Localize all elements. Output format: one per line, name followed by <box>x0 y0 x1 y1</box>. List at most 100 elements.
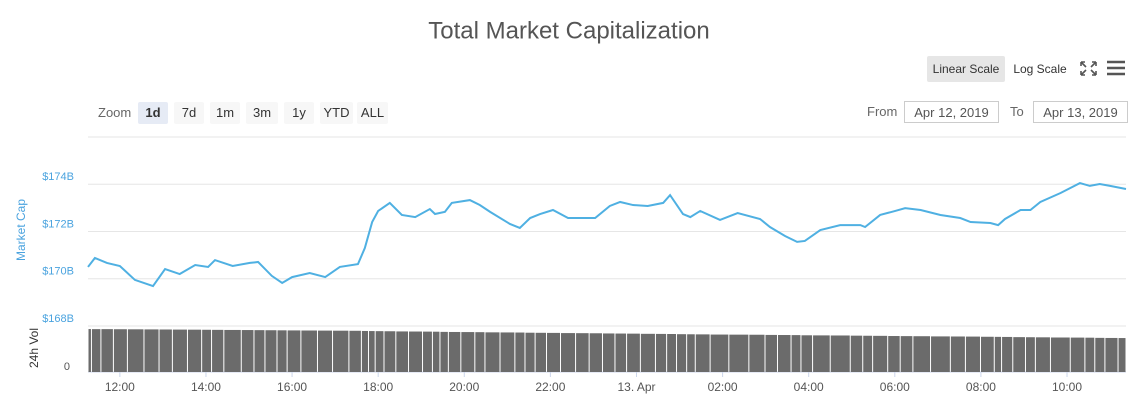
volume-bar <box>729 334 749 372</box>
y-tick-label: $172B <box>42 218 74 230</box>
volume-bar <box>277 330 287 372</box>
volume-bar <box>317 330 333 372</box>
x-tick-label: 06:00 <box>880 380 910 394</box>
volume-bar <box>1002 336 1013 372</box>
volume-bar <box>159 329 172 372</box>
volume-bar <box>830 335 850 372</box>
volume-bar <box>349 330 361 372</box>
volume-bar <box>440 331 448 372</box>
zoom-button[interactable]: 1d <box>138 102 168 124</box>
volume-bar <box>667 334 677 372</box>
volume-bar <box>615 333 627 372</box>
volume-bar <box>710 334 729 372</box>
volume-bar <box>500 332 515 372</box>
chart-title: Total Market Capitalization <box>428 17 709 44</box>
x-tick-label: 12:00 <box>105 380 135 394</box>
volume-bar <box>301 330 317 372</box>
volume-bar <box>602 333 615 372</box>
volume-bar <box>475 332 485 372</box>
y-tick-label: $174B <box>42 171 74 183</box>
volume-bar <box>801 335 813 372</box>
volume-bar <box>1105 337 1118 372</box>
volume-bar <box>265 330 277 372</box>
x-tick-label: 20:00 <box>449 380 479 394</box>
volume-bar <box>677 334 687 372</box>
volume-bar <box>515 332 525 372</box>
menu-icon[interactable] <box>1107 60 1125 76</box>
volume-bar <box>1095 337 1105 372</box>
zoom-button[interactable]: 3m <box>246 102 278 124</box>
volume-bar <box>375 331 384 372</box>
y-axis-label: Market Cap <box>14 199 28 261</box>
x-tick-label: 22:00 <box>535 380 565 394</box>
volume-bar <box>873 335 888 372</box>
volume-bar <box>547 332 561 372</box>
x-tick-label: 08:00 <box>966 380 996 394</box>
volume-bar <box>627 333 640 372</box>
volume-bar <box>1013 337 1025 372</box>
volume-bar <box>224 329 241 372</box>
zoom-button[interactable]: 1y <box>284 102 314 124</box>
volume-bar <box>409 331 423 372</box>
volume-bar <box>980 336 994 372</box>
x-tick-label: 13. Apr <box>617 380 655 394</box>
volume-bar <box>535 332 547 372</box>
y-tick-label: $168B <box>42 313 74 325</box>
volume-bar <box>113 329 127 372</box>
x-tick-label: 02:00 <box>708 380 738 394</box>
scale-button[interactable]: Log Scale <box>1013 62 1067 76</box>
y2-tick-label: 0 <box>64 361 70 373</box>
market-cap-line <box>87 182 1127 288</box>
volume-bar <box>361 330 368 372</box>
volume-bar <box>950 336 965 372</box>
volume-bar <box>1035 337 1050 372</box>
volume-bar <box>212 329 224 372</box>
volume-bar <box>777 335 791 372</box>
volume-bar <box>655 333 667 372</box>
volume-bar <box>127 329 144 372</box>
volume-bar <box>448 331 461 372</box>
volume-bar <box>931 336 950 372</box>
volume-bar <box>396 331 409 372</box>
volume-bar <box>88 329 91 372</box>
volume-bar <box>791 335 801 372</box>
volume-bar <box>1070 337 1085 372</box>
volume-bar <box>91 329 101 372</box>
y2-axis-label: 24h Vol <box>27 328 41 368</box>
volume-bar <box>423 331 432 372</box>
volume-bar <box>687 334 695 372</box>
volume-bar <box>384 331 396 372</box>
volume-bar <box>1118 338 1126 372</box>
from-input[interactable]: Apr 12, 2019 <box>904 101 999 123</box>
volume-bar <box>640 333 655 372</box>
fullscreen-icon[interactable] <box>1080 61 1097 76</box>
volume-bar <box>368 331 375 372</box>
to-input[interactable]: Apr 13, 2019 <box>1033 101 1128 123</box>
volume-bar <box>561 333 576 372</box>
x-tick-label: 14:00 <box>191 380 221 394</box>
volume-bar <box>765 334 777 372</box>
volume-bar <box>1085 337 1095 372</box>
volume-bar <box>241 330 254 372</box>
volume-bar <box>432 331 440 372</box>
volume-bar <box>461 332 475 372</box>
volume-bar <box>749 334 765 372</box>
volume-bar <box>813 335 830 372</box>
volume-bar <box>965 336 980 372</box>
zoom-button[interactable]: 7d <box>174 102 204 124</box>
zoom-button[interactable]: 1m <box>210 102 240 124</box>
scale-button[interactable]: Linear Scale <box>927 56 1005 82</box>
volume-bar <box>187 329 202 372</box>
x-tick-label: 18:00 <box>363 380 393 394</box>
volume-bar <box>287 330 301 372</box>
volume-bar <box>900 336 913 372</box>
zoom-button[interactable]: YTD <box>320 102 353 124</box>
volume-bar <box>1025 337 1035 372</box>
to-label: To <box>1010 104 1024 119</box>
zoom-button[interactable]: ALL <box>357 102 388 124</box>
volume-bar <box>144 329 159 372</box>
volume-bar <box>589 333 602 372</box>
volume-bar <box>695 334 710 372</box>
volume-bar <box>485 332 500 372</box>
